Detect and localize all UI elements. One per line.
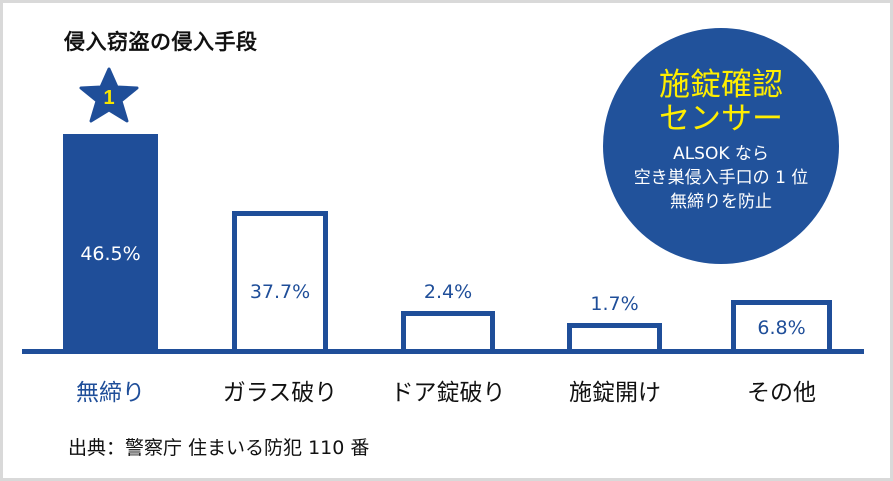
source-note: 出典：警察庁 住まいる防犯 110 番 bbox=[68, 437, 370, 459]
callout-heading-line1: 施錠確認 bbox=[659, 67, 783, 103]
star-icon: 1 bbox=[79, 67, 139, 123]
bar-value-glass: 37.7% bbox=[249, 281, 311, 303]
callout-line2: 空き巣侵入手口の 1 位 bbox=[633, 168, 809, 188]
bar-value-mushimari: 46.5% bbox=[80, 243, 141, 265]
category-label-mushimari: 無締り bbox=[76, 380, 145, 406]
bar-value-door-lock: 2.4% bbox=[423, 281, 473, 303]
callout-line3: 無締りを防止 bbox=[670, 192, 772, 212]
bar-glass bbox=[232, 211, 328, 351]
category-label-lock-picking: 施錠開け bbox=[569, 380, 661, 406]
category-label-glass: ガラス破り bbox=[222, 380, 338, 406]
bar-value-lock-picking: 1.7% bbox=[590, 293, 639, 315]
bar-lock-picking bbox=[567, 323, 662, 351]
sensor-callout: 施錠確認 センサー ALSOK なら 空き巣侵入手口の 1 位 無締りを防止 bbox=[603, 28, 839, 264]
callout-heading-line2: センサー bbox=[659, 101, 783, 137]
callout-line1: ALSOK なら bbox=[673, 144, 769, 164]
x-axis-line bbox=[22, 349, 864, 354]
bar-other bbox=[731, 300, 832, 351]
rank-label: 1 bbox=[103, 87, 114, 109]
bar-mushimari bbox=[63, 134, 158, 351]
category-label-door-lock: ドア錠破り bbox=[390, 380, 506, 406]
category-label-other: その他 bbox=[747, 380, 816, 406]
chart-title: 侵入窃盗の侵入手段 bbox=[64, 30, 258, 54]
bar-door-lock bbox=[401, 311, 495, 351]
bar-value-other: 6.8% bbox=[757, 317, 806, 339]
